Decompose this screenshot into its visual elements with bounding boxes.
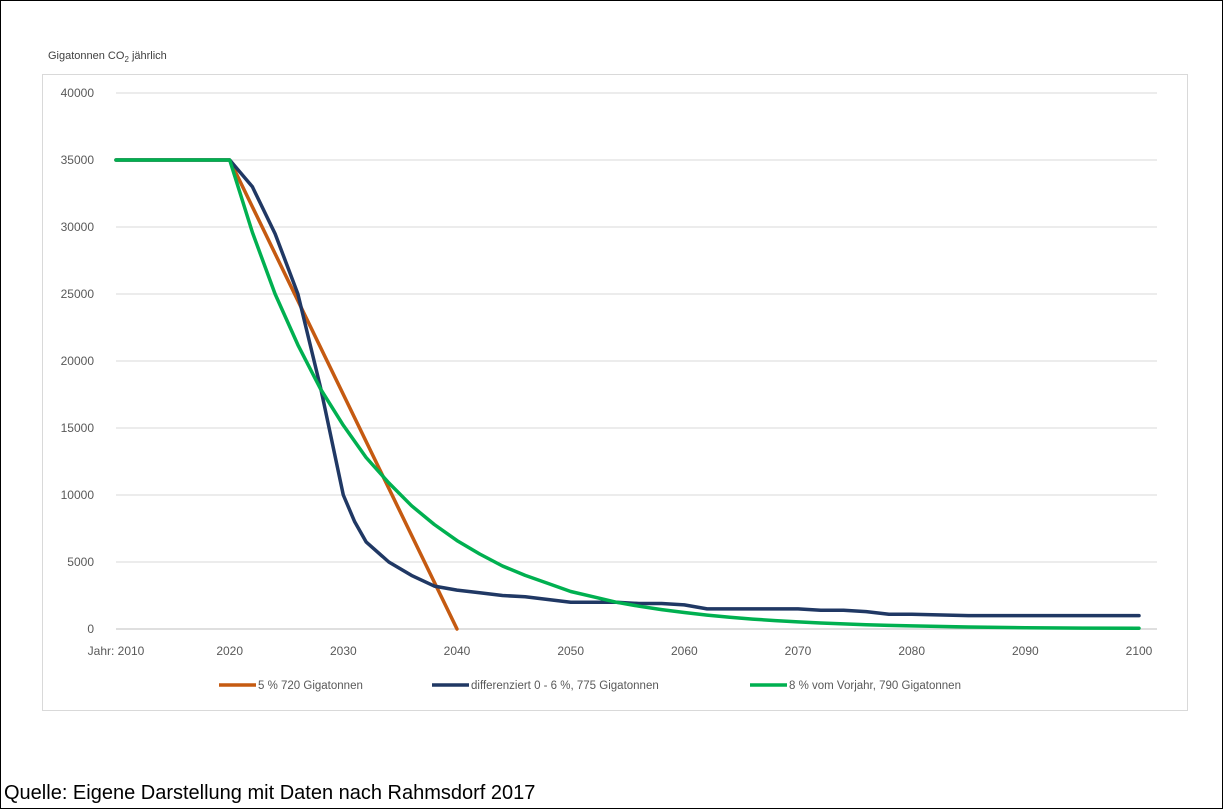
y-tick-label: 20000 [61,354,95,368]
y-tick-label: 10000 [61,488,95,502]
x-tick-label: 2100 [1126,644,1153,658]
x-tick-label: 2040 [444,644,471,658]
x-tick-label: Jahr: 2010 [88,644,145,658]
y-axis-title-prefix: Gigatonnen CO [48,50,125,62]
y-tick-label: 25000 [61,287,95,301]
x-tick-label: 2070 [785,644,812,658]
y-tick-label: 5000 [67,555,94,569]
series-line-1 [114,158,459,631]
x-tick-label: 2060 [671,644,698,658]
y-axis-title: Gigatonnen CO2 jährlich [48,50,167,64]
legend-label-2: differenziert 0 - 6 %, 775 Gigatonnen [471,680,659,692]
x-tick-label: 2030 [330,644,357,658]
series-line-3 [114,158,1141,631]
x-tick-label: 2090 [1012,644,1039,658]
legend-label-3: 8 % vom Vorjahr, 790 Gigatonnen [789,680,961,692]
y-tick-label: 0 [87,622,94,636]
x-tick-label: 2050 [557,644,584,658]
y-tick-label: 35000 [61,153,95,167]
y-axis-title-subscript: 2 [124,55,129,65]
series-line-2 [114,158,1141,618]
x-tick-label: 2020 [216,644,243,658]
y-tick-label: 30000 [61,220,95,234]
chart-area [42,74,1188,711]
x-tick-label: 2080 [898,644,925,658]
y-axis-title-suffix: jährlich [131,50,167,62]
source-caption: Quelle: Eigene Darstellung mit Daten nac… [4,782,536,804]
legend-label-1: 5 % 720 Gigatonnen [258,680,363,692]
y-tick-label: 15000 [61,421,95,435]
y-tick-label: 40000 [61,86,95,100]
